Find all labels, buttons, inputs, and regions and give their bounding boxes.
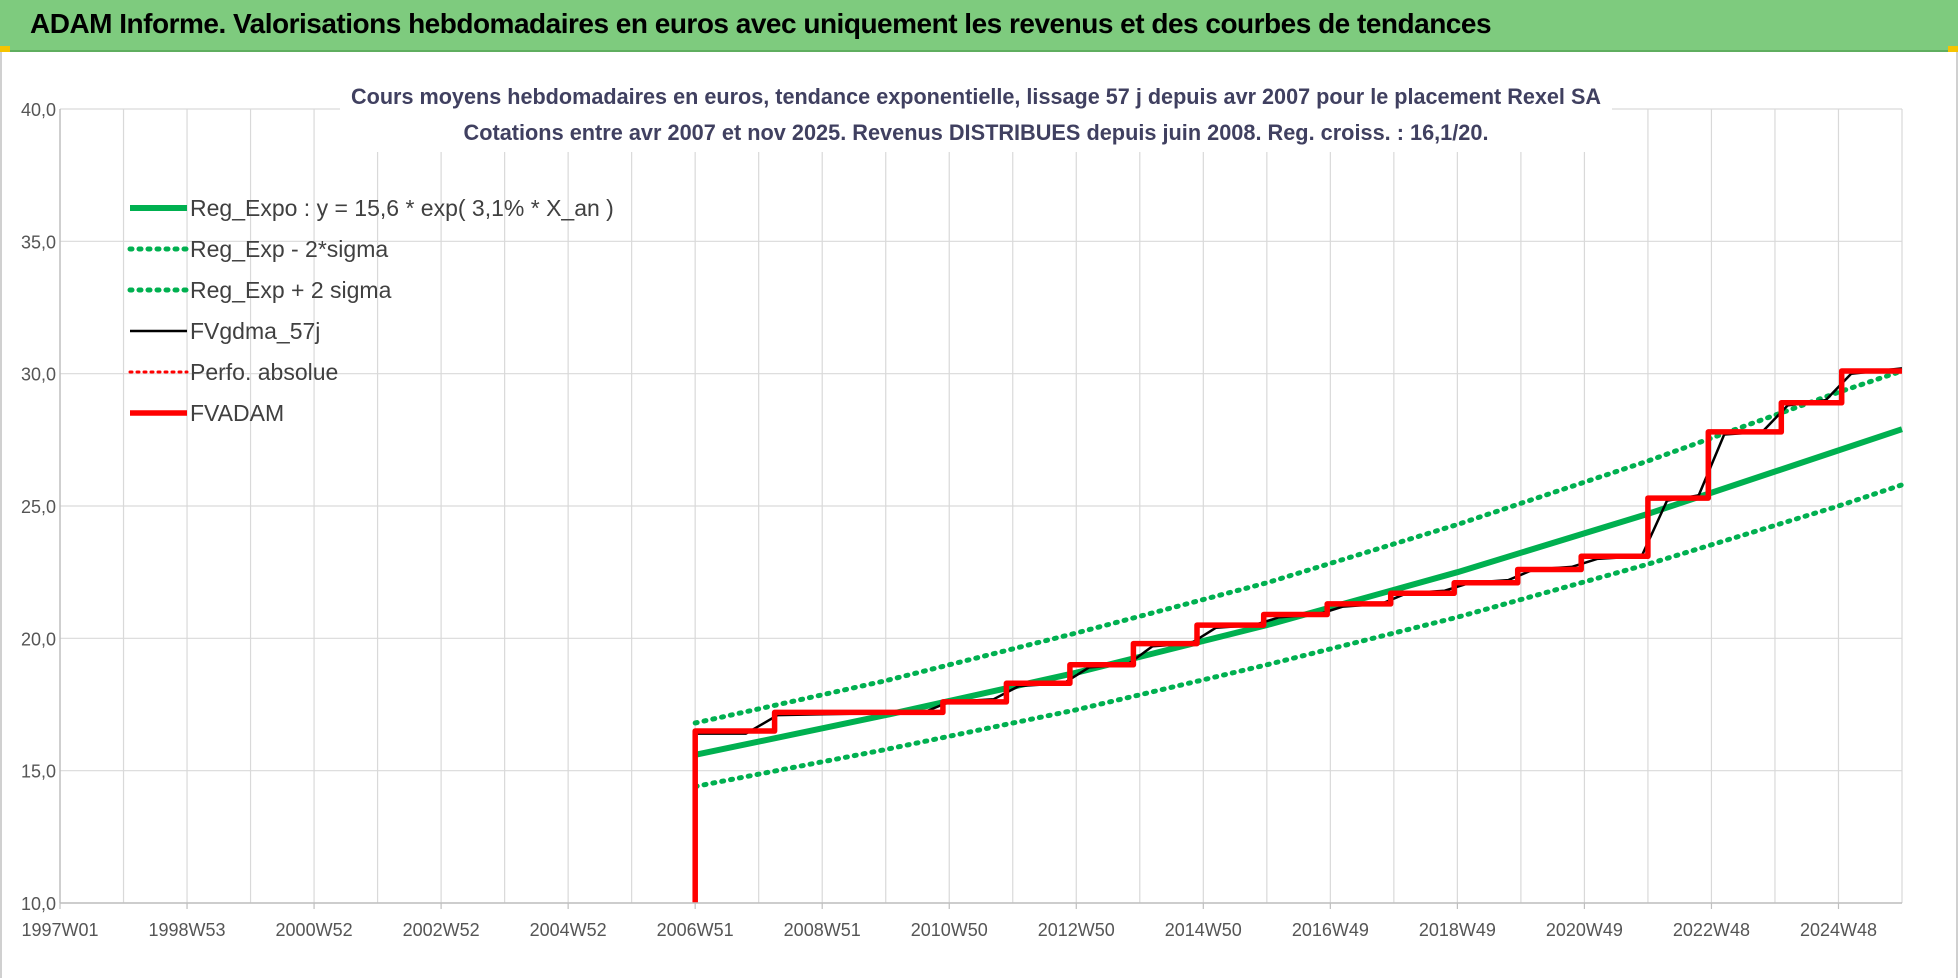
chart-subtitle: Cotations entre avr 2007 et nov 2025. Re… — [464, 120, 1489, 145]
x-tick-label: 2002W52 — [403, 920, 480, 940]
legend-label: FVADAM — [190, 400, 284, 426]
legend-label: Reg_Exp - 2*sigma — [190, 236, 388, 262]
page-title: ADAM Informe. Valorisations hebdomadaire… — [30, 8, 1492, 39]
x-tick-label: 2020W49 — [1546, 920, 1623, 940]
x-tick-label: 2012W50 — [1038, 920, 1115, 940]
chart-title: Cours moyens hebdomadaires en euros, ten… — [351, 84, 1601, 109]
x-tick-label: 2022W48 — [1673, 920, 1750, 940]
legend-label: FVgdma_57j — [190, 318, 320, 344]
y-tick-label: 30,0 — [21, 365, 56, 385]
y-tick-label: 25,0 — [21, 497, 56, 517]
y-tick-label: 15,0 — [21, 762, 56, 782]
legend-label: Reg_Exp + 2 sigma — [190, 277, 392, 303]
corner-mark-left — [0, 46, 10, 52]
x-tick-label: 2004W52 — [530, 920, 607, 940]
legend-label: Perfo. absolue — [190, 359, 338, 385]
x-tick-label: 2018W49 — [1419, 920, 1496, 940]
header-bar: ADAM Informe. Valorisations hebdomadaire… — [0, 0, 1958, 52]
x-tick-label: 2006W51 — [657, 920, 734, 940]
x-tick-label: 2010W50 — [911, 920, 988, 940]
fvgdma-57j-line — [695, 367, 1903, 735]
chart-frame — [0, 52, 1958, 978]
chart-title-bg — [340, 78, 1612, 152]
x-tick-label: 2000W52 — [276, 920, 353, 940]
reg-exp-plus-2sigma-line — [692, 368, 1905, 726]
x-tick-label: 1998W53 — [149, 920, 226, 940]
x-tick-label: 2008W51 — [784, 920, 861, 940]
x-tick-label: 2024W48 — [1800, 920, 1877, 940]
y-tick-label: 10,0 — [21, 894, 56, 914]
legend-label: Reg_Expo : y = 15,6 * exp( 3,1% * X_an ) — [190, 195, 614, 221]
y-tick-label: 20,0 — [21, 629, 56, 649]
fvadam-line — [692, 368, 1902, 903]
reg-exp-minus-2sigma-line — [692, 482, 1905, 789]
legend: Reg_Expo : y = 15,6 * exp( 3,1% * X_an )… — [127, 195, 614, 426]
x-tick-label: 2014W50 — [1165, 920, 1242, 940]
y-tick-label: 40,0 — [21, 100, 56, 120]
y-tick-label: 35,0 — [21, 232, 56, 252]
corner-mark-right — [1948, 46, 1958, 52]
x-tick-label: 2016W49 — [1292, 920, 1369, 940]
reg-expo-line — [694, 426, 1903, 758]
x-tick-label: 1997W01 — [21, 920, 98, 940]
